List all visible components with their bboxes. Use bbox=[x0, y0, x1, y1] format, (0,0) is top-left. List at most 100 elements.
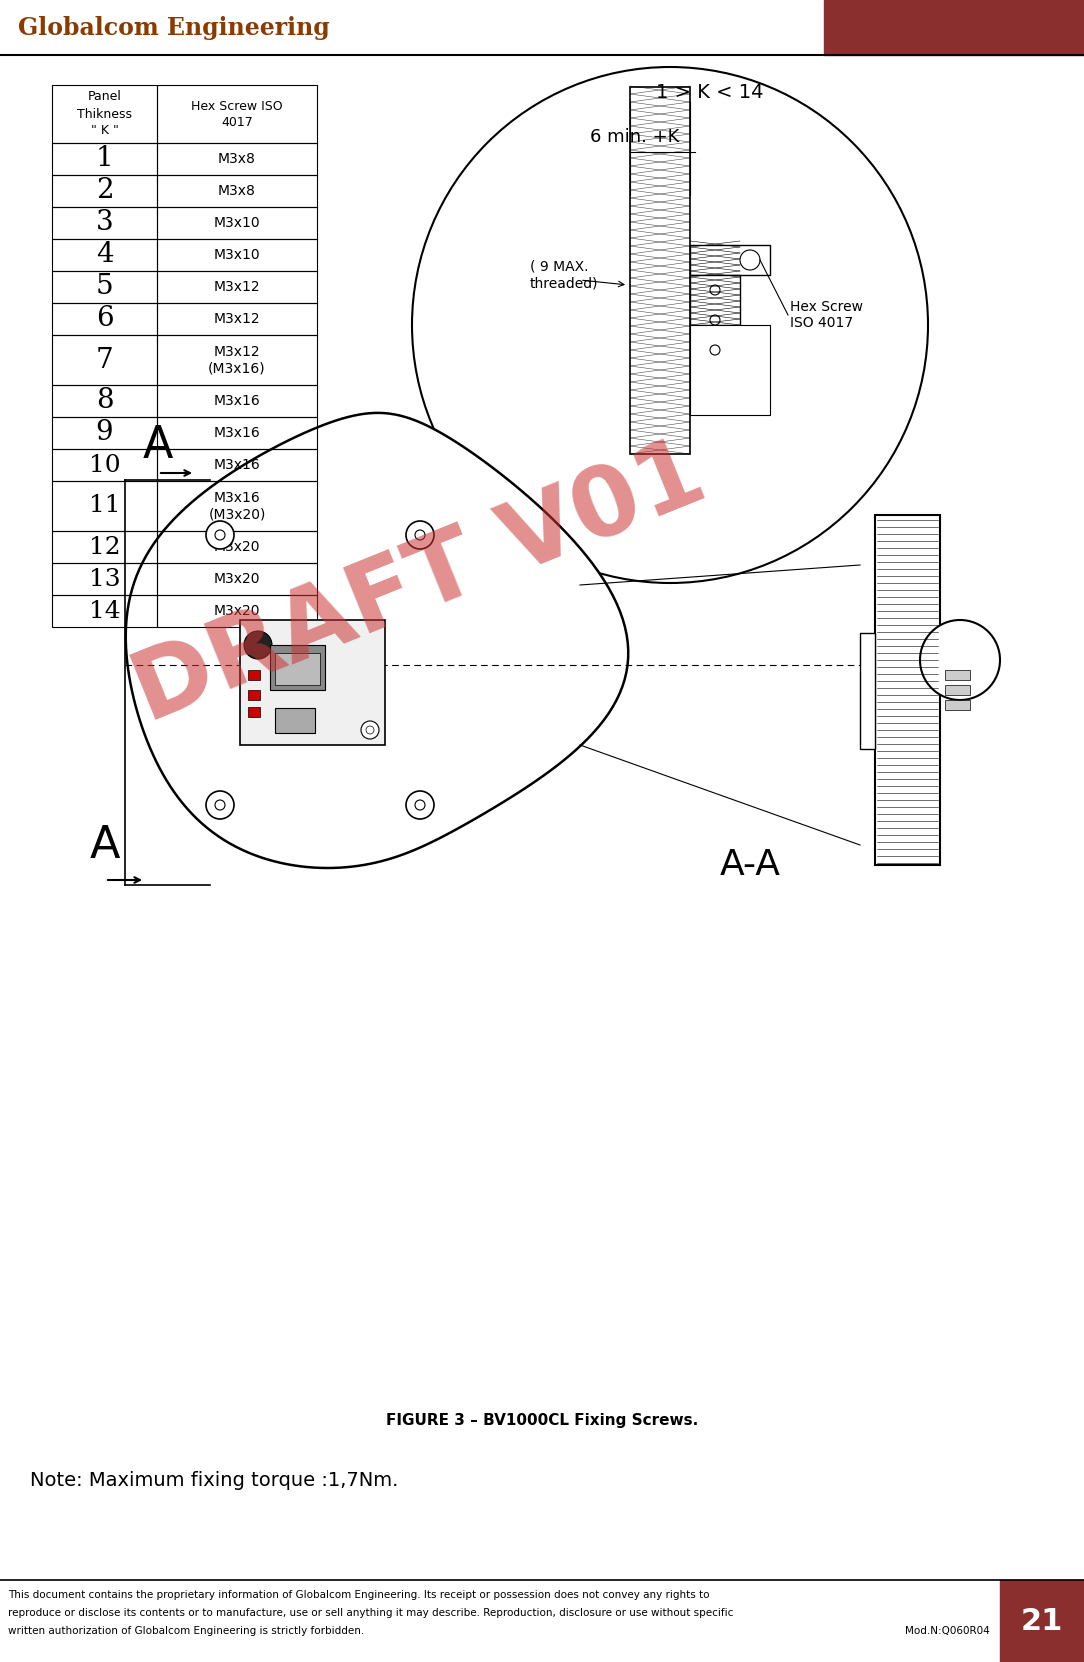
Text: Hex Screw
ISO 4017: Hex Screw ISO 4017 bbox=[790, 299, 863, 331]
Bar bbox=[52, 530, 157, 563]
Circle shape bbox=[206, 520, 234, 548]
Circle shape bbox=[366, 726, 374, 735]
Text: 4: 4 bbox=[95, 241, 114, 269]
Bar bbox=[52, 480, 157, 530]
Text: 6 min. +K: 6 min. +K bbox=[590, 128, 680, 146]
Circle shape bbox=[215, 530, 225, 540]
Bar bbox=[945, 685, 970, 695]
Bar bbox=[270, 645, 325, 690]
Polygon shape bbox=[126, 412, 629, 868]
Bar bbox=[691, 244, 770, 274]
Circle shape bbox=[244, 632, 272, 660]
Circle shape bbox=[206, 791, 234, 819]
Text: Hex Screw ISO
4017: Hex Screw ISO 4017 bbox=[191, 100, 283, 128]
Text: 6: 6 bbox=[95, 306, 114, 332]
Text: Note: Maximum fixing torque :1,7Nm.: Note: Maximum fixing torque :1,7Nm. bbox=[30, 1471, 399, 1489]
Bar bbox=[1001, 1581, 1084, 1662]
Bar bbox=[157, 530, 317, 563]
Text: 9: 9 bbox=[95, 419, 114, 447]
Text: M3x16
(M3x20): M3x16 (M3x20) bbox=[208, 490, 266, 522]
Text: reproduce or disclose its contents or to manufacture, use or sell anything it ma: reproduce or disclose its contents or to… bbox=[8, 1609, 734, 1619]
Circle shape bbox=[415, 530, 425, 540]
Bar bbox=[945, 670, 970, 680]
Bar bbox=[157, 302, 317, 336]
Text: M3x10: M3x10 bbox=[214, 248, 260, 263]
Bar bbox=[248, 670, 260, 680]
Bar bbox=[52, 271, 157, 302]
Text: 13: 13 bbox=[89, 567, 120, 590]
Text: M3x20: M3x20 bbox=[214, 540, 260, 553]
Text: M3x20: M3x20 bbox=[214, 603, 260, 618]
Bar bbox=[157, 480, 317, 530]
Circle shape bbox=[740, 249, 760, 269]
Bar bbox=[157, 563, 317, 595]
Bar bbox=[52, 175, 157, 208]
Bar bbox=[157, 449, 317, 480]
Text: M3x16: M3x16 bbox=[214, 425, 260, 440]
Bar bbox=[691, 274, 740, 326]
Bar bbox=[157, 386, 317, 417]
Text: 11: 11 bbox=[89, 495, 120, 517]
Bar bbox=[824, 0, 1084, 55]
Text: M3x12: M3x12 bbox=[214, 312, 260, 326]
Bar bbox=[157, 336, 317, 386]
Bar bbox=[52, 143, 157, 175]
Text: A: A bbox=[90, 823, 120, 866]
Bar bbox=[52, 595, 157, 627]
Circle shape bbox=[920, 620, 1001, 700]
Bar bbox=[157, 417, 317, 449]
Text: 3: 3 bbox=[95, 209, 114, 236]
Bar bbox=[52, 563, 157, 595]
Bar bbox=[52, 336, 157, 386]
Text: M3x16: M3x16 bbox=[214, 394, 260, 407]
Text: M3x8: M3x8 bbox=[218, 151, 256, 166]
Bar bbox=[52, 85, 157, 143]
Text: written authorization of Globalcom Engineering is strictly forbidden.: written authorization of Globalcom Engin… bbox=[8, 1625, 364, 1635]
Text: M3x10: M3x10 bbox=[214, 216, 260, 229]
Text: A: A bbox=[143, 424, 173, 467]
Bar bbox=[52, 239, 157, 271]
Bar bbox=[52, 208, 157, 239]
Text: ( 9 MAX.
threaded): ( 9 MAX. threaded) bbox=[530, 259, 598, 291]
Bar bbox=[157, 143, 317, 175]
Bar bbox=[52, 386, 157, 417]
Bar bbox=[691, 326, 770, 416]
Text: 2: 2 bbox=[95, 178, 114, 204]
Circle shape bbox=[215, 799, 225, 809]
Circle shape bbox=[412, 66, 928, 583]
Bar bbox=[52, 417, 157, 449]
Bar bbox=[275, 653, 320, 685]
Text: M3x20: M3x20 bbox=[214, 572, 260, 587]
Text: 8: 8 bbox=[95, 387, 114, 414]
Bar bbox=[240, 620, 385, 745]
Text: 5: 5 bbox=[95, 274, 114, 301]
Circle shape bbox=[361, 721, 379, 740]
Text: M3x12
(M3x16): M3x12 (M3x16) bbox=[208, 346, 266, 376]
Bar bbox=[157, 595, 317, 627]
Bar bbox=[875, 515, 940, 864]
Bar bbox=[275, 708, 315, 733]
Text: 12: 12 bbox=[89, 535, 120, 558]
Bar bbox=[860, 633, 875, 750]
Bar bbox=[157, 239, 317, 271]
Text: 10: 10 bbox=[89, 454, 120, 477]
Circle shape bbox=[406, 791, 434, 819]
Bar bbox=[248, 706, 260, 716]
Text: M3x16: M3x16 bbox=[214, 459, 260, 472]
Bar bbox=[248, 690, 260, 700]
Text: This document contains the proprietary information of Globalcom Engineering. Its: This document contains the proprietary i… bbox=[8, 1591, 710, 1601]
Text: 21: 21 bbox=[1021, 1607, 1063, 1635]
Text: Globalcom Engineering: Globalcom Engineering bbox=[18, 15, 330, 40]
Text: M3x8: M3x8 bbox=[218, 184, 256, 198]
Bar bbox=[630, 86, 691, 454]
Bar bbox=[157, 175, 317, 208]
Text: 14: 14 bbox=[89, 600, 120, 623]
Text: FIGURE 3 – BV1000CL Fixing Screws.: FIGURE 3 – BV1000CL Fixing Screws. bbox=[386, 1413, 698, 1428]
Text: Panel
Thikness
" K ": Panel Thikness " K " bbox=[77, 90, 132, 138]
Text: 1: 1 bbox=[95, 146, 114, 173]
Circle shape bbox=[415, 799, 425, 809]
Text: 1 > K < 14: 1 > K < 14 bbox=[656, 83, 764, 101]
Bar bbox=[52, 449, 157, 480]
Text: 7: 7 bbox=[95, 346, 114, 374]
Circle shape bbox=[406, 520, 434, 548]
